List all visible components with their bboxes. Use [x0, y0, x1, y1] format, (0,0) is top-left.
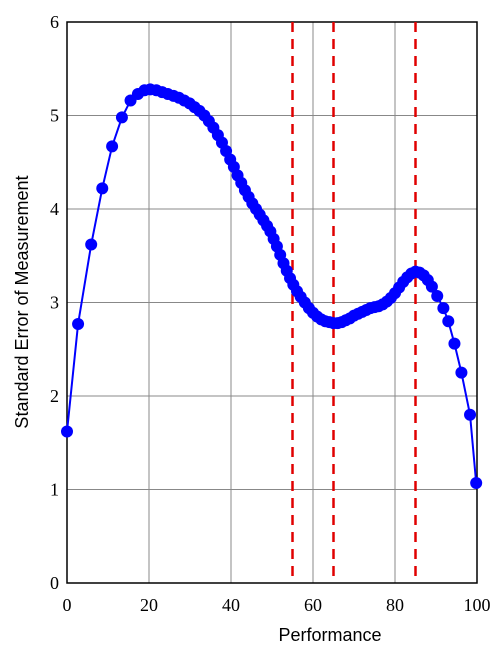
data-point: [96, 182, 109, 195]
data-point: [61, 425, 73, 438]
y-tick-label: 4: [50, 199, 59, 219]
data-point: [425, 280, 438, 293]
x-axis-label: Performance: [278, 625, 381, 645]
y-tick-label: 5: [50, 106, 59, 126]
data-point: [455, 366, 468, 379]
data-point: [431, 289, 444, 302]
y-axis-label: Standard Error of Measurement: [12, 175, 32, 428]
data-point: [85, 238, 98, 251]
data-point: [464, 408, 477, 421]
x-tick-label: 100: [464, 595, 491, 615]
data-point: [437, 302, 450, 315]
y-tick-label: 1: [50, 480, 59, 500]
x-tick-label: 40: [222, 595, 240, 615]
data-point: [106, 140, 119, 153]
y-tick-label: 6: [50, 12, 59, 32]
y-tick-label: 2: [50, 386, 59, 406]
x-tick-label: 0: [63, 595, 72, 615]
x-tick-label: 20: [140, 595, 158, 615]
x-tick-label: 60: [304, 595, 322, 615]
data-point: [470, 476, 483, 489]
data-point: [448, 337, 461, 350]
y-tick-label: 3: [50, 293, 59, 313]
data-point: [115, 111, 128, 124]
data-point: [72, 318, 85, 331]
x-tick-label: 80: [386, 595, 404, 615]
data-point: [442, 315, 455, 328]
plot-frame: [66, 21, 478, 584]
y-tick-label: 0: [50, 573, 59, 593]
